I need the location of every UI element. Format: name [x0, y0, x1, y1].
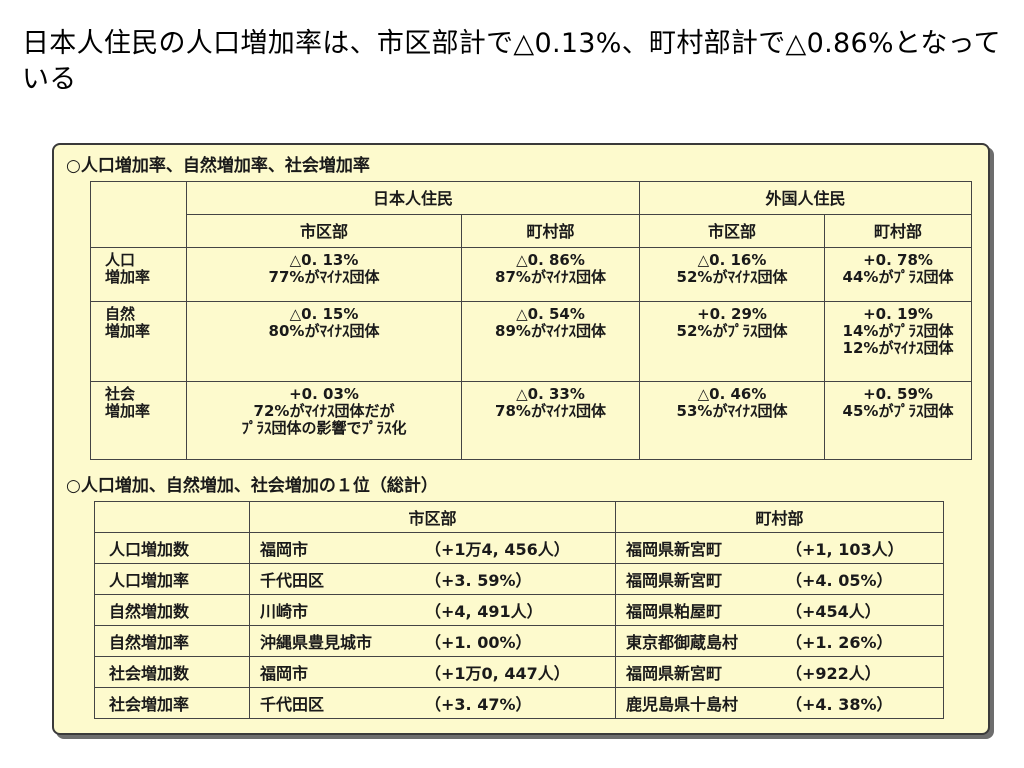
- rates-header-row: 日本人住民 外国人住民: [90, 181, 972, 248]
- row-label: 人口 増加率: [90, 247, 187, 302]
- rankings-header-row: 市区部 町村部: [94, 501, 944, 533]
- rank-label: 人口増加率: [94, 563, 250, 595]
- section2-title: ○人口増加、自然増加、社会増加の１位（総計）: [66, 476, 438, 496]
- table-row: 人口 増加率 △0. 13% 77%がﾏｲﾅｽ団体 △0. 86% 87%がﾏｲﾅｽ団…: [90, 247, 972, 302]
- rate-cell: △0. 16% 52%がﾏｲﾅｽ団体: [639, 247, 825, 302]
- rank-label: 人口増加数: [94, 532, 250, 564]
- table-row: 人口増加数 福岡市 （+1万4, 456人） 福岡県新宮町 （+1, 103人）: [94, 532, 944, 564]
- rank-town-cell: 福岡県新宮町 （+1, 103人）: [615, 532, 944, 564]
- row-label: 自然 増加率: [90, 301, 187, 382]
- section1-title: ○人口増加率、自然増加率、社会増加率: [66, 156, 370, 176]
- table-row: 自然 増加率 △0. 15% 80%がﾏｲﾅｽ団体 △0. 54% 89%がﾏｲﾅｽ団…: [90, 301, 972, 382]
- rate-cell: +0. 59% 45%がﾌﾟﾗｽ団体: [824, 381, 972, 460]
- rate-cell: △0. 33% 78%がﾏｲﾅｽ団体: [461, 381, 640, 460]
- table-row: 社会増加率 千代田区 （+3. 47%） 鹿児島県十島村 （+4. 38%）: [94, 687, 944, 719]
- rank-city-cell: 福岡市 （+1万4, 456人）: [249, 532, 616, 564]
- rates-table: 日本人住民 外国人住民 市区部 町村部 市区部 町村部 人口 増加率 △0. 13…: [90, 181, 972, 460]
- rate-cell: △0. 54% 89%がﾏｲﾅｽ団体: [461, 301, 640, 382]
- rate-cell: +0. 78% 44%がﾌﾟﾗｽ団体: [824, 247, 972, 302]
- rate-cell: +0. 19% 14%がﾌﾟﾗｽ団体 12%がﾏｲﾅｽ団体: [824, 301, 972, 382]
- rank-city-cell: 沖縄県豊見城市 （+1. 00%）: [249, 625, 616, 657]
- rank-town-cell: 鹿児島県十島村 （+4. 38%）: [615, 687, 944, 719]
- rank-town-cell: 福岡県新宮町 （+922人）: [615, 656, 944, 688]
- rank-city-cell: 千代田区 （+3. 47%）: [249, 687, 616, 719]
- group-japanese-header: 日本人住民: [186, 181, 640, 215]
- rate-cell: △0. 13% 77%がﾏｲﾅｽ団体: [186, 247, 462, 302]
- rank-label: 自然増加率: [94, 625, 250, 657]
- rank-label: 社会増加数: [94, 656, 250, 688]
- rankings-table: 市区部 町村部 人口増加数 福岡市 （+1万4, 456人） 福岡県新宮町 （+1,…: [94, 501, 944, 719]
- foreign-town-header: 町村部: [824, 214, 972, 248]
- rate-cell: △0. 86% 87%がﾏｲﾅｽ団体: [461, 247, 640, 302]
- rank-city-cell: 川崎市 （+4, 491人）: [249, 594, 616, 626]
- jp-city-header: 市区部: [186, 214, 462, 248]
- rank-city-cell: 千代田区 （+3. 59%）: [249, 563, 616, 595]
- rate-cell: △0. 46% 53%がﾏｲﾅｽ団体: [639, 381, 825, 460]
- rate-cell: +0. 29% 52%がﾌﾟﾗｽ団体: [639, 301, 825, 382]
- table-row: 社会増加数 福岡市 （+1万0, 447人） 福岡県新宮町 （+922人）: [94, 656, 944, 688]
- rate-cell: +0. 03% 72%がﾏｲﾅｽ団体だが ﾌﾟﾗｽ団体の影響でﾌﾟﾗｽ化: [186, 381, 462, 460]
- table-row: 自然増加率 沖縄県豊見城市 （+1. 00%） 東京都御蔵島村 （+1. 26%）: [94, 625, 944, 657]
- rank-city-header: 市区部: [249, 501, 616, 533]
- rank-city-cell: 福岡市 （+1万0, 447人）: [249, 656, 616, 688]
- rates-subheader-row: 市区部 町村部 市区部 町村部: [91, 214, 972, 248]
- rank-label: 自然増加数: [94, 594, 250, 626]
- slide-title: 日本人住民の人口増加率は、市区部計で△0.13%、町村部計で△0.86%となって…: [22, 28, 1001, 95]
- jp-town-header: 町村部: [461, 214, 640, 248]
- foreign-city-header: 市区部: [639, 214, 825, 248]
- rank-label: 社会増加率: [94, 687, 250, 719]
- stats-panel: ○人口増加率、自然増加率、社会増加率 日本人住民 外国人住民 市区部 町村部 市…: [52, 143, 990, 735]
- group-foreign-header: 外国人住民: [639, 181, 972, 215]
- rank-town-cell: 福岡県新宮町 （+4. 05%）: [615, 563, 944, 595]
- rate-cell: △0. 15% 80%がﾏｲﾅｽ団体: [186, 301, 462, 382]
- table-row: 人口増加率 千代田区 （+3. 59%） 福岡県新宮町 （+4. 05%）: [94, 563, 944, 595]
- rank-town-header: 町村部: [615, 501, 944, 533]
- table-row: 社会 増加率 +0. 03% 72%がﾏｲﾅｽ団体だが ﾌﾟﾗｽ団体の影響でﾌﾟﾗｽ化…: [90, 381, 972, 460]
- rankings-corner-cell: [94, 501, 250, 533]
- rates-corner-cell: [90, 181, 187, 248]
- table-row: 自然増加数 川崎市 （+4, 491人） 福岡県粕屋町 （+454人）: [94, 594, 944, 626]
- row-label: 社会 増加率: [90, 381, 187, 460]
- rank-town-cell: 福岡県粕屋町 （+454人）: [615, 594, 944, 626]
- rank-town-cell: 東京都御蔵島村 （+1. 26%）: [615, 625, 944, 657]
